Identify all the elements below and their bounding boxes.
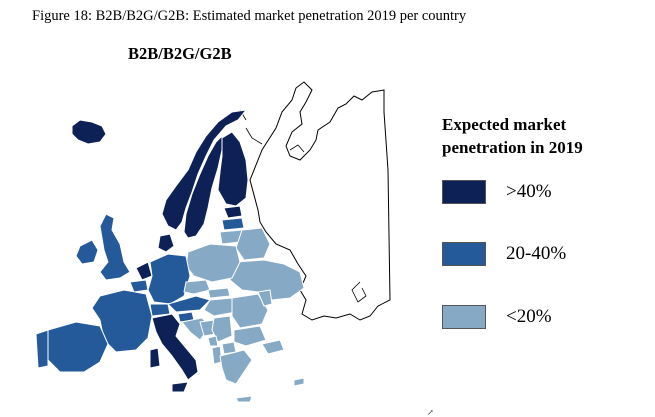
country-ukraine — [229, 259, 305, 301]
country-turkey-eu — [261, 339, 285, 355]
figure-caption: Figure 18: B2B/B2G/G2B: Estimated market… — [32, 8, 467, 24]
country-portugal — [35, 329, 49, 369]
legend-label-high: >40% — [506, 181, 552, 202]
country-romania — [231, 293, 269, 329]
map-title: B2B/B2G/G2B — [128, 44, 232, 63]
pointer-cursor-icon: ↗ — [427, 408, 434, 417]
country-france — [91, 289, 153, 353]
island-sardinia — [149, 347, 161, 369]
legend-swatch-low — [442, 305, 486, 329]
country-czechia — [183, 279, 211, 295]
country-moldova — [257, 289, 273, 307]
country-austria — [167, 295, 211, 313]
country-belgium — [129, 279, 149, 293]
legend-swatch-medium — [442, 242, 486, 266]
legend-title: Expected market penetration in 2019 — [442, 115, 583, 157]
island-sicily — [171, 381, 189, 393]
country-ireland — [75, 239, 99, 265]
country-finland — [217, 131, 249, 207]
island-crete — [235, 395, 253, 403]
country-italy — [151, 313, 199, 381]
legend-label-low: <20% — [506, 306, 552, 327]
country-bulgaria — [233, 325, 267, 347]
country-russia — [249, 81, 391, 321]
country-hungary — [203, 297, 237, 317]
country-uk — [99, 213, 131, 281]
caspian-outline — [351, 281, 367, 303]
country-spain — [45, 321, 109, 373]
country-norway — [161, 109, 247, 231]
country-iceland — [71, 119, 107, 145]
island-cyprus — [293, 377, 305, 387]
country-latvia — [221, 217, 245, 231]
country-slovakia — [207, 287, 231, 299]
country-germany — [147, 253, 191, 305]
country-estonia — [223, 205, 243, 219]
country-serbia — [211, 315, 233, 343]
country-switzerland — [149, 303, 171, 317]
legend-label-medium: 20-40% — [506, 243, 567, 264]
country-netherlands — [135, 261, 153, 281]
country-belarus — [235, 227, 271, 261]
country-denmark — [157, 233, 175, 253]
country-montenegro — [207, 335, 219, 347]
country-poland — [185, 243, 241, 283]
legend-swatch-high — [442, 180, 486, 204]
country-greece — [219, 349, 253, 385]
